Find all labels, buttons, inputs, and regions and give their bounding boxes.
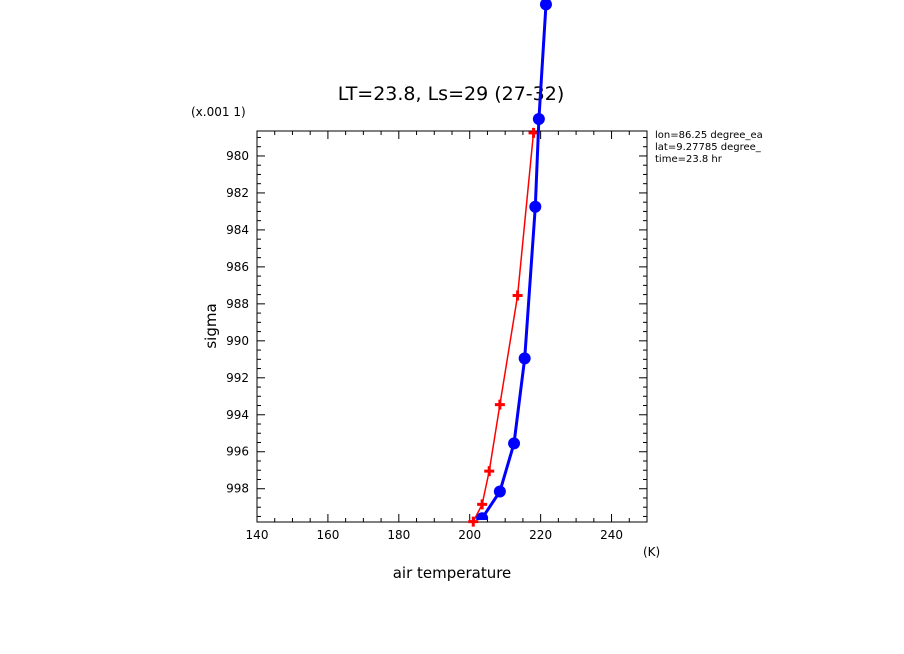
data-point-plus	[512, 290, 523, 301]
x-axis-label: air temperature	[393, 564, 512, 582]
data-point-circle	[493, 485, 506, 498]
data-point-circle	[532, 112, 545, 125]
chart-title: LT=23.8, Ls=29 (27-32)	[338, 83, 565, 105]
data-point-circle	[539, 0, 552, 11]
x-tick-label: 240	[600, 528, 623, 542]
y-tick-label: 990	[226, 334, 249, 348]
series-line	[472, 132, 535, 522]
y-tick-label: 982	[226, 186, 249, 200]
y-axis-label: sigma	[202, 303, 220, 348]
data-point-circle	[508, 437, 521, 450]
series-layer	[468, 0, 552, 527]
data-point-plus	[468, 516, 479, 527]
plot-frame	[256, 130, 648, 523]
series-red	[468, 127, 539, 527]
y-axis-ticks: 980 982 984 986 988 990 992 994 996 998	[226, 136, 647, 517]
annotation-lon: lon=86.25 degree_ea	[655, 130, 763, 141]
x-axis-ticks: 140 160 180 200 220 240	[246, 131, 648, 542]
x-tick-label: 200	[458, 528, 481, 542]
data-point-circle	[529, 200, 542, 213]
x-tick-label: 160	[316, 528, 339, 542]
data-point-circle	[518, 352, 531, 365]
annotation-lat: lat=9.27785 degree_	[655, 142, 761, 153]
y-tick-label: 992	[226, 371, 249, 385]
data-point-plus	[484, 466, 495, 477]
data-point-plus	[477, 499, 488, 510]
y-tick-label: 984	[226, 223, 249, 237]
y-tick-label: 986	[226, 260, 249, 274]
data-point-plus	[494, 399, 505, 410]
series-blue	[476, 0, 552, 520]
x-tick-label: 140	[246, 528, 269, 542]
y-scale-label: (x.001 1)	[191, 105, 246, 119]
y-tick-label: 988	[226, 297, 249, 311]
x-tick-label: 180	[387, 528, 410, 542]
annotation-time: time=23.8 hr	[655, 154, 722, 165]
y-tick-label: 996	[226, 445, 249, 459]
data-point-circle	[476, 512, 489, 520]
y-tick-label: 998	[226, 482, 249, 496]
y-tick-label: 980	[226, 149, 249, 163]
x-tick-label: 220	[529, 528, 552, 542]
y-tick-label: 994	[226, 408, 249, 422]
x-axis-unit: (K)	[643, 545, 660, 559]
